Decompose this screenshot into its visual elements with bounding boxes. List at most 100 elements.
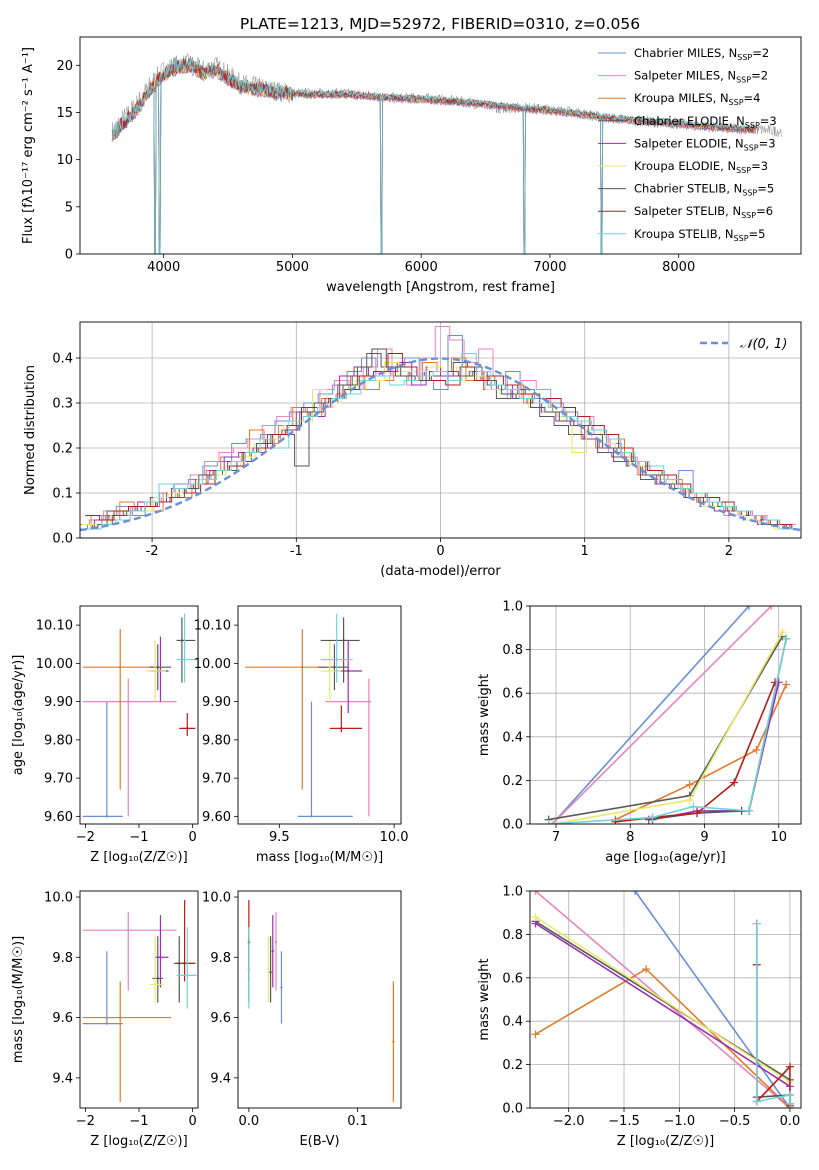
y-axis-label: age [log₁₀(age/yr)] [11, 655, 26, 776]
y-axis-label: Normed distribution [23, 365, 38, 495]
y-tick-label: 0.6 [502, 687, 523, 702]
plus-marker-8 [648, 813, 657, 822]
residuals-legend: 𝒩(0, 1) [700, 337, 787, 352]
x-tick-label: 8000 [662, 260, 695, 275]
legend-label-0: Chabrier MILES, NSSP=2 [634, 46, 769, 62]
axes-frame [237, 605, 402, 825]
y-tick-label: 10.00 [194, 657, 231, 672]
y-tick-label: 9.90 [44, 695, 73, 710]
legend-label-3: Chabrier ELODIE, NSSP=3 [634, 114, 777, 130]
histogram-step-2 [80, 357, 798, 530]
data-point-1 [274, 941, 278, 944]
plus-marker-2 [685, 780, 694, 789]
y-tick-label: 0.4 [502, 1015, 523, 1030]
plus-marker-7 [730, 778, 739, 787]
plus-marker-5 [548, 820, 557, 824]
y-tick-label: 0.6 [502, 971, 523, 986]
y-tick-label: 9.8 [52, 951, 73, 966]
series-line-4 [535, 922, 791, 1087]
axes-weight-vs-age: 7 8 9 10 0.0 0.2 0.4 0.6 0.8 1.0 age [log₁₀(age/yr… [477, 600, 802, 865]
x-tick-label: −1.5 [608, 1114, 640, 1129]
data-point-8 [183, 658, 186, 661]
x-tick-label: 2 [725, 544, 733, 559]
legend-label-tail: =2 [752, 46, 769, 60]
data-point-3 [333, 665, 336, 669]
x-tick-label: −1 [129, 830, 148, 845]
y-tick-label: 15 [56, 106, 73, 121]
legend-label-sub: SSP [744, 143, 759, 152]
y-tick-label: 10.0 [202, 891, 231, 906]
data-point-3 [156, 665, 159, 669]
y-axis-label: mass [log₁₀(M/M☉)] [11, 936, 26, 1063]
legend-label-4: Salpeter ELODIE, NSSP=3 [634, 136, 776, 152]
data-point-0 [105, 815, 109, 818]
data-point-1 [127, 700, 130, 703]
plus-marker-5 [685, 796, 694, 805]
x-tick-label: 8 [626, 830, 634, 845]
series-line-3 [535, 920, 791, 1081]
legend-label-base: Chabrier MILES, N [634, 46, 737, 60]
legend-label-tail: =3 [751, 159, 768, 173]
legend-label-base: Kroupa ELODIE, N [634, 159, 736, 173]
axes-frame [79, 36, 802, 255]
x-tick-label: 1 [581, 544, 589, 559]
y-axis-label: Flux [fλ10⁻¹⁷ erg cm⁻² s⁻¹ A⁻¹] [21, 47, 36, 244]
legend-label-tail: =2 [751, 69, 768, 83]
age-vs-z-plot-area [82, 613, 197, 818]
figure-title: PLATE=1213, MJD=52972, FIBERID=0310, z=0… [240, 15, 640, 33]
x-tick-label: 0.1 [347, 1114, 368, 1129]
y-axis-label: mass weight [477, 958, 492, 1040]
legend-label-normal: 𝒩(0, 1) [740, 337, 787, 352]
x-axis-label: (data-model)/error [380, 564, 501, 579]
plus-marker-8 [752, 919, 761, 928]
x-tick-label: 0 [188, 1114, 196, 1129]
y-tick-label: 1.0 [502, 600, 523, 615]
data-point-1 [367, 700, 371, 703]
axes-mass-vs-ebv: 0.0 0.1 9.4 9.6 9.8 10.0 E(B-V) [202, 890, 402, 1149]
legend-label-tail: =4 [744, 91, 761, 105]
histogram-step-7 [85, 353, 801, 530]
y-tick-label: 0.2 [502, 1058, 523, 1073]
data-point-3 [269, 971, 272, 974]
x-axis-label: E(B-V) [299, 1134, 339, 1149]
x-tick-label: 9.5 [269, 830, 290, 845]
legend-label-7: Salpeter STELIB, NSSP=6 [634, 204, 773, 220]
weight-vs-age-plot-area [544, 606, 791, 824]
plus-marker-8 [544, 820, 553, 824]
data-point-6 [342, 639, 345, 642]
series-line-0 [634, 891, 791, 1108]
axes-frame [237, 890, 402, 1109]
legend-label-sub: SSP [736, 166, 751, 175]
legend-label-base: Chabrier ELODIE, N [634, 114, 745, 128]
x-tick-label: 7000 [533, 260, 566, 275]
histogram-step-5 [81, 362, 801, 530]
plus-marker-1 [767, 606, 776, 610]
x-axis-label: Z [log₁₀(Z/Z☉)] [617, 1134, 714, 1149]
data-point-0 [105, 1022, 109, 1025]
y-tick-label: 9.60 [44, 810, 73, 825]
y-tick-label: 0.2 [502, 774, 523, 789]
legend-label-base: Salpeter MILES, N [634, 69, 736, 83]
data-point-2 [119, 1016, 122, 1019]
mass-vs-z-plot-area [82, 900, 197, 1102]
axes-frame [79, 605, 199, 825]
x-tick-label: 0 [436, 544, 444, 559]
x-axis-label: wavelength [Angstrom, rest frame] [326, 280, 555, 295]
plus-marker-2 [531, 1030, 540, 1039]
y-tick-label: 1.0 [502, 885, 523, 900]
y-tick-label: 10.10 [36, 619, 73, 634]
x-tick-label: −0.5 [719, 1114, 751, 1129]
x-axis-label: Z [log₁₀(Z/Z☉)] [90, 1134, 187, 1149]
axes-residuals: -2 -1 0 1 2 0.0 0.1 0.2 0.3 0.4 (data-model)/error… [23, 321, 802, 579]
x-tick-label: −1 [129, 1114, 148, 1129]
plus-marker-8 [689, 802, 698, 811]
plus-marker-8 [752, 1097, 761, 1106]
axes-frame [79, 890, 199, 1109]
data-point-5 [267, 968, 270, 971]
model-spectrum-line-8 [111, 57, 757, 254]
data-point-2 [119, 665, 122, 669]
x-tick-label: −2 [76, 1114, 95, 1129]
data-point-2 [392, 1040, 395, 1043]
legend-label-sub: SSP [729, 98, 744, 107]
